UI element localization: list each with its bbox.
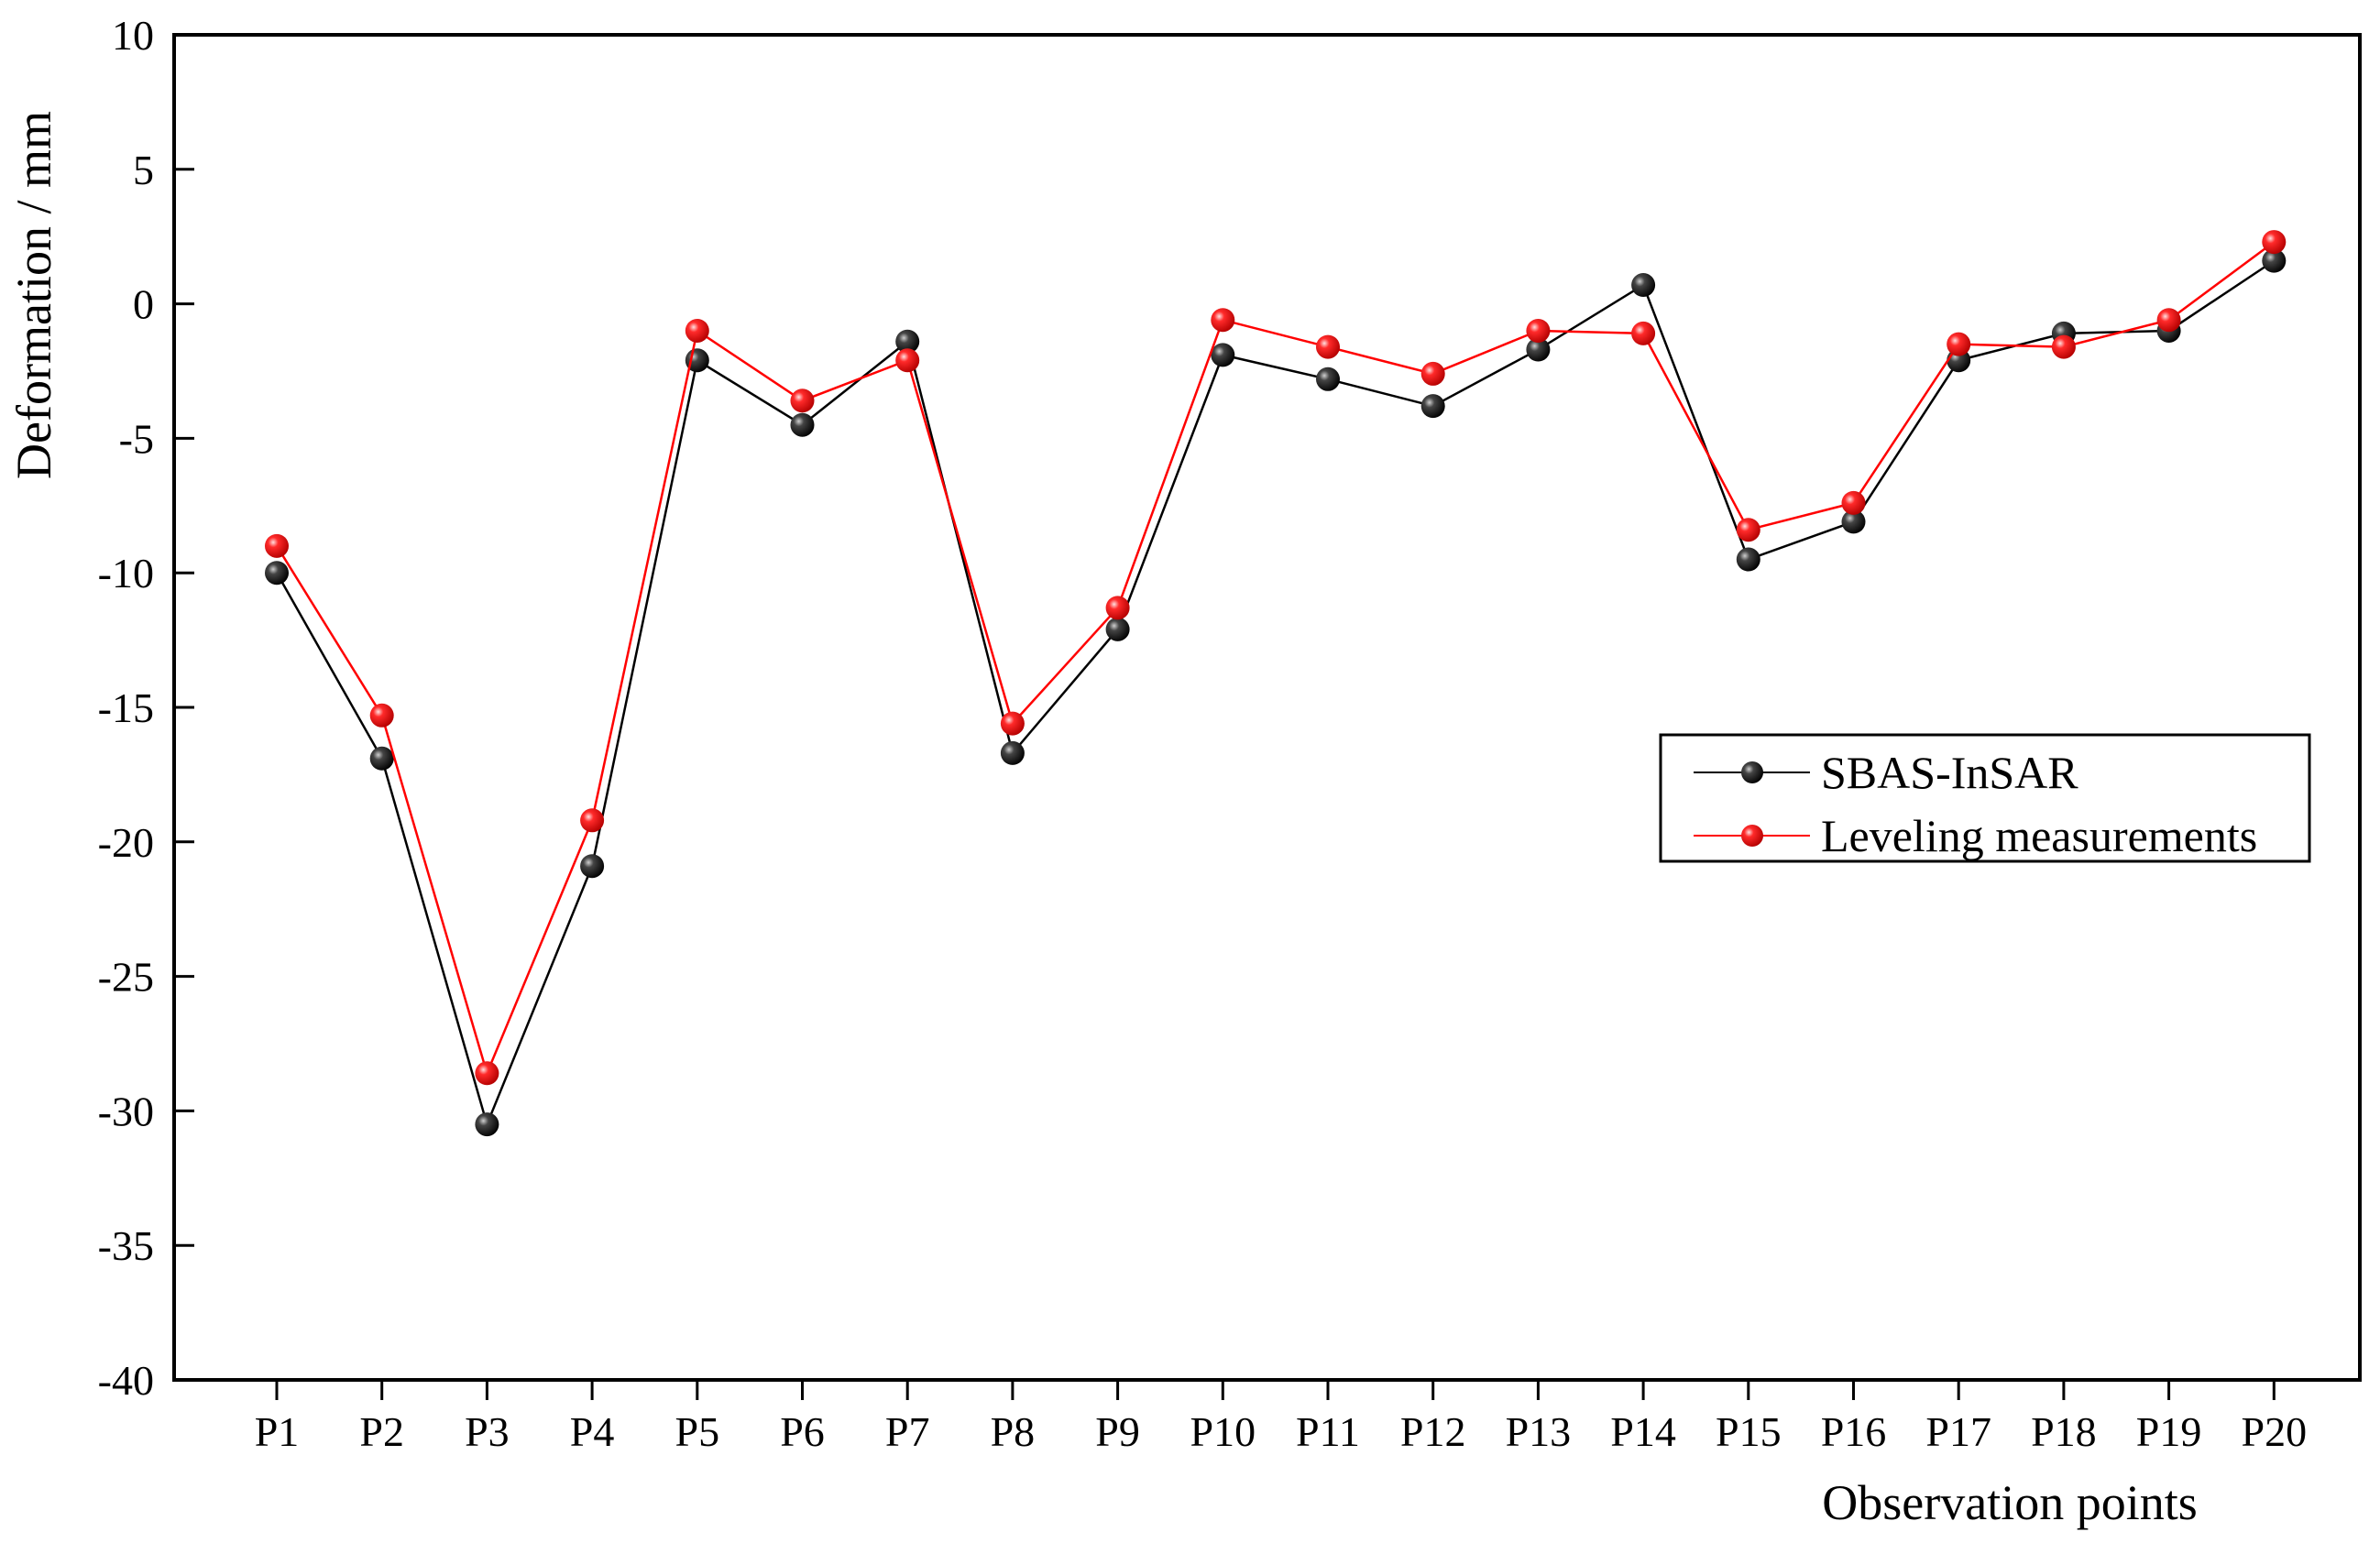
data-point-leveling-measurements (475, 1061, 499, 1086)
legend: SBAS-InSAR Leveling measurements (1659, 733, 2311, 863)
data-point-leveling-measurements (1947, 332, 1971, 356)
data-point-sbas-insar (1841, 509, 1866, 534)
x-tick-label: P17 (1925, 1408, 1991, 1455)
data-point-sbas-insar (1631, 273, 1656, 298)
y-tick-label: 0 (133, 281, 154, 328)
series-layer (265, 230, 2287, 1137)
data-point-sbas-insar (1000, 740, 1025, 765)
x-tick-label: P9 (1095, 1408, 1140, 1455)
x-tick-label: P5 (675, 1408, 720, 1455)
x-tick-label: P4 (570, 1408, 615, 1455)
x-tick-label: P16 (1821, 1408, 1887, 1455)
data-point-leveling-measurements (1841, 490, 1866, 515)
y-tick-label: -15 (98, 684, 154, 731)
plot-frame (172, 33, 2362, 1382)
legend-marker-sbas (1741, 761, 1763, 783)
data-point-leveling-measurements (1526, 318, 1551, 343)
legend-label-leveling: Leveling measurements (1821, 810, 2257, 861)
y-tick-label: -20 (98, 819, 154, 866)
x-tick-label: P12 (1400, 1408, 1466, 1455)
y-tick-label: -40 (98, 1357, 154, 1404)
data-point-leveling-measurements (265, 533, 289, 558)
data-point-leveling-measurements (1420, 361, 1445, 386)
x-tick-label: P8 (991, 1408, 1036, 1455)
data-point-sbas-insar (2262, 248, 2287, 273)
data-point-leveling-measurements (369, 703, 394, 728)
x-tick-label: P3 (465, 1408, 510, 1455)
x-tick-label: P14 (1610, 1408, 1676, 1455)
y-tick-label: 5 (133, 147, 154, 193)
legend-label-sbas: SBAS-InSAR (1821, 747, 2078, 798)
data-point-leveling-measurements (790, 388, 815, 413)
x-tick-label: P2 (359, 1408, 404, 1455)
data-point-sbas-insar (1420, 394, 1445, 419)
x-tick-label: P15 (1716, 1408, 1782, 1455)
data-point-leveling-measurements (2051, 334, 2076, 359)
data-point-sbas-insar (369, 746, 394, 771)
series-line-leveling-measurements (275, 241, 2276, 1078)
x-tick-label: P11 (1296, 1408, 1360, 1455)
data-point-leveling-measurements (1000, 711, 1025, 736)
legend-marker-leveling (1741, 825, 1763, 847)
x-tick-label: P13 (1506, 1408, 1572, 1455)
y-tick-label: 10 (112, 12, 154, 59)
data-point-leveling-measurements (1211, 308, 1235, 333)
x-tick-label: P19 (2136, 1408, 2202, 1455)
data-point-sbas-insar (1736, 547, 1760, 572)
data-point-sbas-insar (1211, 343, 1235, 367)
data-point-sbas-insar (895, 329, 920, 354)
x-tick-label: P7 (885, 1408, 930, 1455)
data-point-sbas-insar (1526, 337, 1551, 362)
data-point-sbas-insar (580, 854, 605, 879)
x-tick-label: P20 (2242, 1408, 2308, 1455)
y-axis: 10 5 0 -5 -10 -15 -20 -25 -30 -35 -40 (98, 12, 194, 1404)
x-axis-title: Observation points (1822, 1475, 2197, 1530)
data-point-leveling-measurements (895, 348, 920, 373)
x-axis: P1 P2 P3 P4 P5 P6 P7 P8 P9 P10 P11 P12 P13 P14 P15 P16 P… (255, 1380, 2307, 1455)
y-tick-label: -25 (98, 954, 154, 1001)
y-tick-label: -30 (98, 1088, 154, 1134)
y-axis-title: Deformation / mm (6, 111, 61, 479)
x-tick-label: P18 (2031, 1408, 2097, 1455)
data-point-sbas-insar (475, 1112, 499, 1137)
y-tick-label: -10 (98, 550, 154, 596)
data-point-sbas-insar (790, 412, 815, 437)
x-tick-label: P10 (1190, 1408, 1256, 1455)
x-tick-label: P6 (780, 1408, 825, 1455)
data-point-sbas-insar (265, 561, 289, 585)
y-tick-label: -5 (119, 415, 154, 462)
data-point-leveling-measurements (1316, 334, 1340, 359)
x-tick-label: P1 (255, 1408, 300, 1455)
y-tick-label: -35 (98, 1222, 154, 1269)
data-point-sbas-insar (1105, 617, 1130, 641)
series-line-sbas-insar (275, 259, 2275, 1128)
data-point-leveling-measurements (580, 808, 605, 833)
data-point-leveling-measurements (1631, 321, 1656, 345)
legend-box (1659, 733, 2311, 863)
data-point-leveling-measurements (1736, 518, 1760, 542)
data-point-leveling-measurements (685, 318, 709, 343)
data-point-leveling-measurements (1105, 596, 1130, 620)
data-point-sbas-insar (1316, 367, 1340, 391)
data-point-leveling-measurements (2156, 308, 2181, 333)
data-point-leveling-measurements (2262, 230, 2287, 255)
